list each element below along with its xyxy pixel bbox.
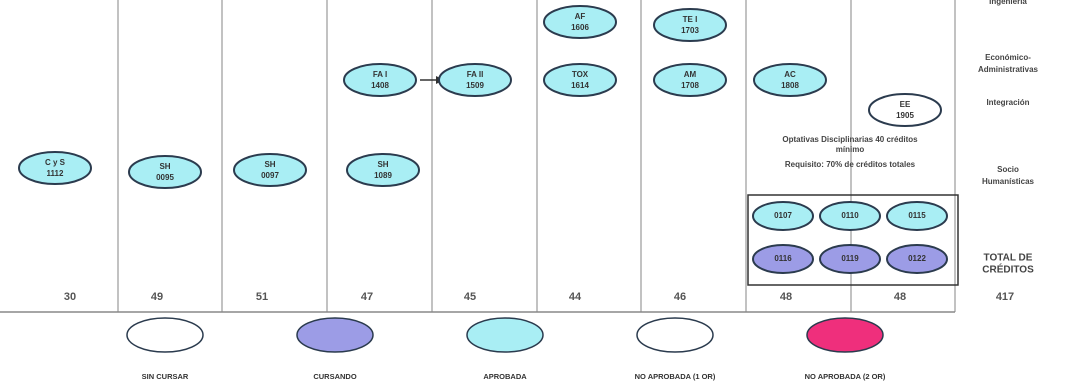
course-label: SH bbox=[377, 160, 388, 169]
course-node bbox=[128, 155, 202, 189]
legend-label: NO APROBADA (2 OR) bbox=[805, 372, 886, 381]
course-label: AM bbox=[684, 70, 697, 79]
legend-swatch bbox=[636, 317, 714, 353]
course-label: FA II bbox=[467, 70, 484, 79]
elective-node bbox=[886, 244, 948, 274]
legend-swatch bbox=[806, 317, 884, 353]
column-credits: 48 bbox=[894, 291, 906, 303]
column-credits: 49 bbox=[151, 291, 163, 303]
column-credits: 417 bbox=[996, 291, 1014, 303]
area-label: Económico- bbox=[985, 53, 1031, 62]
elective-node bbox=[752, 201, 814, 231]
electives-note: Requisito: 70% de créditos totales bbox=[785, 160, 916, 169]
legend-label: CURSANDO bbox=[313, 372, 357, 381]
column-credits: 47 bbox=[361, 291, 373, 303]
area-label: TOTAL DE bbox=[984, 253, 1033, 264]
course-label: TE I bbox=[683, 15, 698, 24]
legend-label: APROBADA bbox=[483, 372, 527, 381]
electives-box bbox=[747, 194, 959, 286]
elective-node bbox=[819, 244, 881, 274]
area-label: Humanísticas bbox=[982, 177, 1035, 186]
area-label: Administrativas bbox=[978, 65, 1039, 74]
course-code: 1408 bbox=[371, 81, 389, 90]
course-code: 1614 bbox=[571, 81, 589, 90]
course-label: TOX bbox=[572, 70, 589, 79]
course-code: 1808 bbox=[781, 81, 799, 90]
elective-code: 0116 bbox=[774, 254, 792, 263]
course-code: 0095 bbox=[156, 173, 174, 182]
course-label: C y S bbox=[45, 158, 66, 167]
elective-code: 0107 bbox=[774, 211, 792, 220]
elective-code: 0119 bbox=[841, 254, 859, 263]
area-label: Ingeniería bbox=[989, 0, 1027, 6]
course-node bbox=[653, 63, 727, 97]
elective-code: 0122 bbox=[908, 254, 926, 263]
area-label: Integración bbox=[986, 98, 1029, 107]
legend-swatch bbox=[126, 317, 204, 353]
area-label: Socio bbox=[997, 165, 1019, 174]
course-node bbox=[233, 153, 307, 187]
column-credits: 44 bbox=[569, 291, 582, 303]
course-code: 1089 bbox=[374, 171, 392, 180]
column-credits: 46 bbox=[674, 291, 686, 303]
electives-note: mínimo bbox=[836, 145, 865, 154]
course-label: SH bbox=[264, 160, 275, 169]
course-code: 1112 bbox=[47, 169, 64, 178]
course-label: FA I bbox=[373, 70, 387, 79]
course-label: AC bbox=[784, 70, 796, 79]
course-node bbox=[343, 63, 417, 97]
course-node bbox=[753, 63, 827, 97]
legend-label: NO APROBADA (1 OR) bbox=[635, 372, 716, 381]
column-credits: 45 bbox=[464, 291, 476, 303]
column-credits: 48 bbox=[780, 291, 792, 303]
column-lines bbox=[0, 0, 956, 313]
course-node bbox=[868, 93, 942, 127]
column-credits: 51 bbox=[256, 291, 268, 303]
electives-note: Optativas Disciplinarias 40 créditos bbox=[782, 135, 918, 144]
legend-swatch bbox=[296, 317, 374, 353]
column-credits: 30 bbox=[64, 291, 76, 303]
course-code: 1708 bbox=[681, 81, 699, 90]
course-node bbox=[543, 63, 617, 97]
elective-node bbox=[819, 201, 881, 231]
course-label: SH bbox=[159, 162, 170, 171]
elective-node bbox=[886, 201, 948, 231]
course-node bbox=[346, 153, 420, 187]
elective-code: 0110 bbox=[841, 211, 859, 220]
course-code: 1606 bbox=[571, 23, 589, 32]
elective-code: 0115 bbox=[908, 211, 926, 220]
course-node bbox=[18, 151, 92, 185]
course-code: 1703 bbox=[681, 26, 699, 35]
course-code: 1905 bbox=[896, 111, 914, 120]
course-label: AF bbox=[575, 12, 586, 21]
course-node bbox=[653, 8, 727, 42]
course-label: EE bbox=[900, 100, 911, 109]
course-code: 0097 bbox=[261, 171, 279, 180]
course-code: 1509 bbox=[466, 81, 484, 90]
legend-label: SIN CURSAR bbox=[142, 372, 189, 381]
legend-swatch bbox=[466, 317, 544, 353]
area-label: CRÉDITOS bbox=[982, 263, 1034, 276]
elective-node bbox=[752, 244, 814, 274]
course-node bbox=[543, 5, 617, 39]
course-node bbox=[438, 63, 512, 97]
